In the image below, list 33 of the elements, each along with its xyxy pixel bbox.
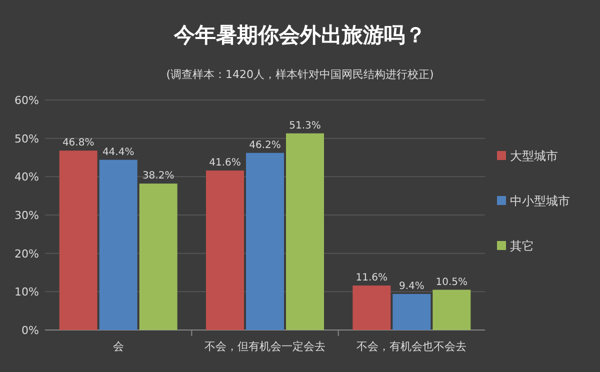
bar bbox=[246, 152, 284, 330]
legend-label: 大型城市 bbox=[510, 149, 558, 163]
legend-label: 其它 bbox=[510, 239, 534, 253]
x-tick-label: 不会，但有机会一定会去 bbox=[204, 340, 326, 353]
y-tick-label: 40% bbox=[14, 170, 39, 184]
data-label: 46.8% bbox=[62, 138, 94, 149]
data-label: 41.6% bbox=[209, 158, 241, 169]
bar bbox=[392, 294, 431, 330]
y-tick-label: 10% bbox=[14, 286, 39, 299]
data-label: 10.5% bbox=[436, 276, 468, 288]
chart-title: 今年暑期你会外出旅游吗？ bbox=[173, 23, 426, 47]
data-label: 46.2% bbox=[249, 140, 281, 151]
bar bbox=[352, 286, 391, 330]
data-label: 51.3% bbox=[289, 120, 321, 132]
data-label: 9.4% bbox=[398, 280, 424, 292]
data-label: 38.2% bbox=[142, 170, 174, 182]
bar bbox=[206, 170, 244, 330]
y-tick-label: 30% bbox=[14, 209, 39, 222]
legend-label: 中小型城市 bbox=[510, 194, 570, 208]
bar bbox=[59, 150, 98, 330]
y-tick-label: 50% bbox=[14, 132, 39, 146]
bar bbox=[286, 133, 324, 330]
y-tick-label: 0% bbox=[22, 324, 39, 337]
x-tick-label: 不会，有机会也不会去 bbox=[356, 340, 467, 353]
bar bbox=[432, 290, 471, 330]
y-tick-label: 20% bbox=[14, 247, 39, 260]
bar bbox=[99, 160, 138, 330]
data-label: 44.4% bbox=[102, 146, 134, 158]
y-tick-label: 60% bbox=[14, 94, 39, 107]
x-tick-label: 会 bbox=[112, 340, 124, 353]
bar bbox=[139, 184, 178, 330]
data-label: 11.6% bbox=[356, 272, 388, 284]
chart-subtitle: (调查样本：1420人，样本针对中国网民结构进行校正) bbox=[166, 68, 434, 81]
